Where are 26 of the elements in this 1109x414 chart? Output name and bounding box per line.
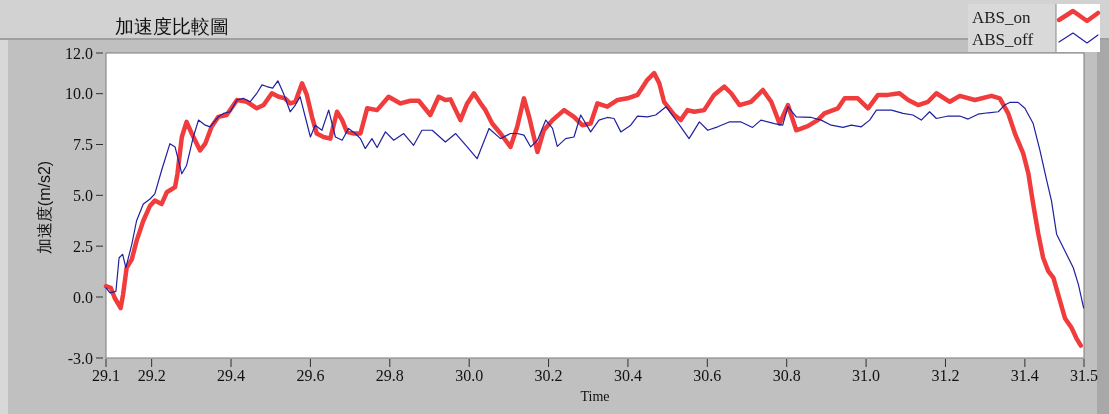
y-tick-label: -3.0: [67, 349, 93, 367]
chart-title: 加速度比較圖: [115, 15, 229, 37]
x-tick-label: 31.0: [852, 367, 881, 384]
x-tick-label: 30.6: [693, 367, 722, 384]
x-tick-label: 29.6: [296, 367, 325, 384]
y-tick-label: 2.5: [73, 237, 93, 255]
x-tick-label: 29.8: [375, 367, 404, 384]
x-tick-label: 29.4: [217, 367, 246, 384]
y-tick-label: 12.0: [65, 44, 93, 62]
y-tick-label: 5.0: [73, 186, 93, 204]
x-tick-label: 29.2: [137, 367, 166, 384]
x-axis-title: Time: [580, 389, 610, 404]
x-tick-label: 31.2: [931, 367, 960, 384]
y-tick-label: 0.0: [73, 288, 93, 306]
x-tick-label: 30.4: [613, 367, 642, 384]
x-tick-label: 30.0: [455, 367, 484, 384]
legend-label: ABS_on: [972, 7, 1032, 27]
x-tick-label: 30.8: [772, 367, 801, 384]
y-tick-label: 10.0: [65, 85, 93, 103]
x-tick-label: 31.5: [1070, 367, 1098, 384]
x-tick-label: 29.1: [92, 367, 120, 384]
y-axis-title: 加速度(m/s2): [35, 160, 53, 255]
x-tick-label: 31.4: [1010, 367, 1039, 384]
x-tick-label: 30.2: [534, 367, 563, 384]
y-tick-label: 7.5: [73, 136, 93, 153]
legend-label: ABS_off: [972, 29, 1034, 49]
